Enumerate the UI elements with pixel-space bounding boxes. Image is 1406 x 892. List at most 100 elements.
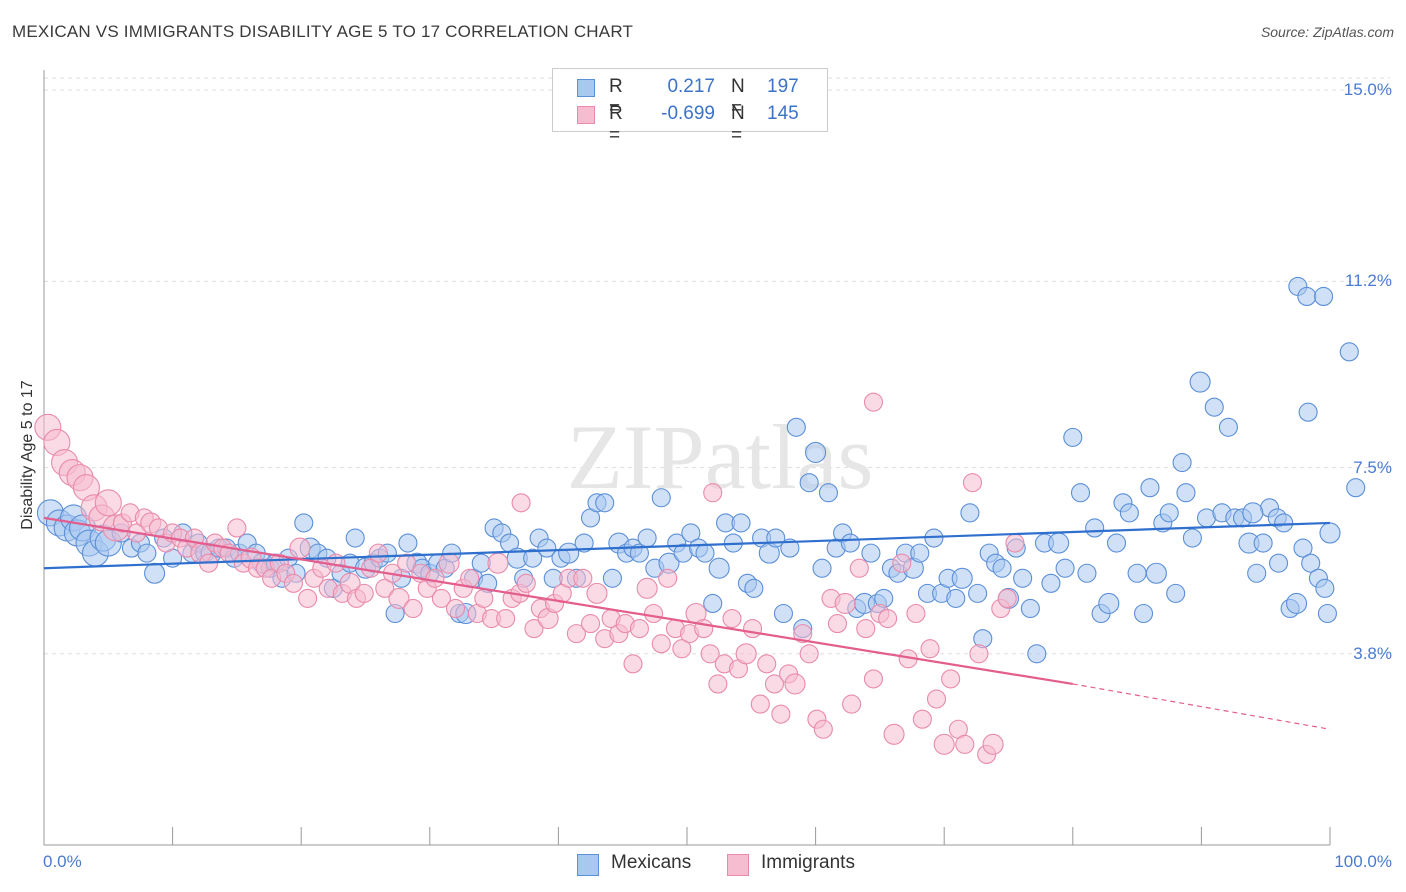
- r-label: R =: [609, 76, 623, 119]
- immigrants-point: [799, 644, 819, 664]
- immigrants-point: [487, 552, 509, 574]
- mexicans-point: [1218, 417, 1238, 437]
- mexicans-point: [786, 417, 806, 437]
- immigrants-point: [474, 588, 494, 608]
- x-tick-max: 100.0%: [1334, 852, 1392, 871]
- mexicans-swatch: [577, 79, 595, 97]
- mexicans-point: [1176, 483, 1196, 503]
- mexicans-point: [602, 568, 622, 588]
- mexicans-point: [1140, 478, 1160, 498]
- axes: [43, 70, 1331, 846]
- mexicans-point: [1269, 553, 1289, 573]
- x-tick-min: 0.0%: [43, 852, 82, 871]
- mexicans-point: [818, 483, 839, 503]
- immigrants-point: [573, 568, 593, 588]
- mexicans-point: [1127, 563, 1147, 583]
- immigrants-point: [912, 709, 932, 729]
- immigrants-point: [388, 587, 410, 609]
- immigrants-point: [842, 694, 862, 714]
- mexicans-point: [1247, 563, 1267, 583]
- immigrants-point: [743, 619, 763, 639]
- immigrants-point: [982, 733, 1004, 755]
- mexicans-point: [951, 567, 973, 589]
- mexicans-point: [1098, 592, 1120, 614]
- mexicans-point: [731, 513, 751, 533]
- mexicans-point: [1301, 553, 1321, 573]
- mexicans-point: [1172, 452, 1192, 473]
- mexicans-point: [1242, 502, 1264, 524]
- mexicans-point: [523, 548, 543, 568]
- mexicans-point: [960, 503, 980, 523]
- n-label: N =: [731, 76, 745, 119]
- immigrants-point: [969, 644, 989, 664]
- immigrants-point: [283, 573, 304, 593]
- mexicans-point: [651, 488, 671, 508]
- mexicans-point: [1048, 532, 1070, 554]
- immigrants-point: [298, 588, 318, 608]
- immigrants-point: [997, 588, 1017, 608]
- immigrants-point: [906, 603, 926, 624]
- immigrants-point: [580, 614, 601, 634]
- immigrants-point: [883, 723, 905, 745]
- immigrants-point: [368, 543, 388, 563]
- mexicans-point: [968, 583, 988, 603]
- immigrants-trend-line: [43, 516, 1073, 686]
- y-tick-label: 11.2%: [1345, 271, 1392, 291]
- mexicans-point: [595, 493, 615, 513]
- mexicans-point: [1085, 518, 1105, 538]
- mexicans-point: [946, 588, 966, 608]
- mexicans-point: [812, 558, 832, 578]
- immigrants-point: [651, 634, 671, 654]
- immigrants-point: [375, 578, 395, 598]
- mexicans-point: [1013, 568, 1033, 588]
- mexicans-point: [345, 528, 365, 548]
- mexicans-point: [1133, 603, 1154, 624]
- immigrants-point: [496, 608, 516, 629]
- immigrants-point: [700, 644, 720, 664]
- mexicans-point: [805, 441, 827, 464]
- immigrants-point: [566, 624, 586, 644]
- mexicans-trend-line: [43, 521, 1331, 570]
- mexicans-point: [773, 603, 794, 624]
- mexicans-point: [629, 543, 649, 563]
- y-axis-label: Disability Age 5 to 17: [19, 380, 36, 530]
- mexicans-point: [1274, 513, 1294, 533]
- immigrants-point: [425, 568, 445, 588]
- immigrants-swatch: [577, 106, 595, 124]
- mexicans-point: [1298, 402, 1318, 422]
- immigrants-point: [658, 568, 678, 588]
- immigrants-point: [892, 553, 912, 573]
- legend-label-immigrants: Immigrants: [761, 852, 855, 873]
- immigrants-point: [511, 493, 531, 513]
- mexicans-point: [137, 543, 157, 563]
- r-value: 0.217: [667, 76, 715, 97]
- immigrants-point: [1005, 533, 1025, 553]
- immigrants-point: [856, 619, 876, 639]
- legend-label-mexicans: Mexicans: [611, 852, 692, 873]
- immigrants-point: [629, 619, 649, 639]
- r-value: -0.699: [661, 103, 715, 124]
- immigrants-point: [757, 654, 777, 674]
- immigrants-point: [397, 553, 417, 573]
- immigrants-point: [863, 392, 884, 412]
- mexicans-point: [1314, 286, 1334, 307]
- immigrants-point: [962, 473, 983, 493]
- mexicans-point: [1020, 598, 1040, 619]
- mexicans-point: [1041, 573, 1061, 593]
- mexicans-point: [1286, 592, 1308, 614]
- mexicans-point: [637, 528, 657, 548]
- mexicans-point: [708, 557, 730, 579]
- immigrants-point: [941, 669, 961, 689]
- immigrants-point: [834, 592, 856, 614]
- mexicans-point: [1319, 522, 1341, 544]
- mexicans-point: [1027, 644, 1047, 664]
- immigrants-point: [849, 558, 869, 578]
- mexicans-point: [1317, 603, 1337, 624]
- immigrants-point: [926, 689, 947, 709]
- immigrants-point: [403, 598, 423, 619]
- immigrants-trend-extension: [1072, 683, 1331, 730]
- mexicans-point: [574, 533, 594, 553]
- n-label: N =: [731, 103, 745, 146]
- mexicans-point: [1315, 578, 1335, 598]
- immigrants-point: [445, 598, 466, 619]
